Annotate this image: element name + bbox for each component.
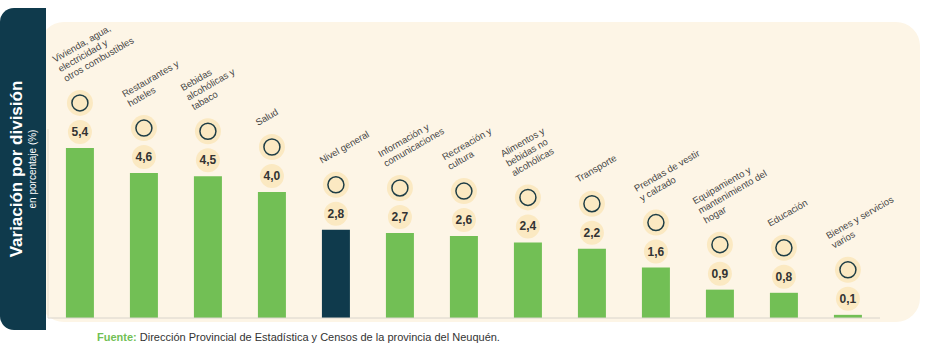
svg-text:Bienes y serviciosvarios: Bienes y serviciosvarios [824, 193, 901, 250]
html-text:en porcentaje (%): en porcentaje (%) [26, 129, 38, 209]
svg-text:Información ycomunicaciones: Información ycomunicaciones [376, 115, 446, 168]
svg-text:Equipamiento ymantenimiento de: Equipamiento ymantenimiento delhogar [690, 158, 774, 225]
svg-text:Transporte: Transporte [573, 152, 618, 184]
html-text:Fuente: Dirección Provincial d: Fuente: Dirección Provincial de Estadíst… [97, 331, 500, 343]
svg-text:2,4: 2,4 [520, 219, 537, 233]
svg-text:2,7: 2,7 [392, 210, 409, 224]
svg-text:0,1: 0,1 [840, 292, 857, 306]
svg-text:Salud: Salud [253, 106, 280, 128]
svg-text:5,4: 5,4 [72, 125, 89, 139]
html-text:Prendas de vestir: Prendas de vestir [631, 147, 702, 194]
svg-text:Alimentos ybebidas noalcohólic: Alimentos ybebidas noalcohólicas [498, 125, 557, 178]
svg-text:2,2: 2,2 [584, 226, 601, 240]
svg-text:2,8: 2,8 [328, 207, 345, 221]
svg-text:Vivienda, agua,electricidad yo: Vivienda, agua,electricidad yotros combu… [50, 15, 135, 83]
html-text:Variación por división: Variación por división [7, 80, 27, 258]
svg-text:Educación: Educación [765, 197, 809, 229]
svg-text:Nivel general: Nivel general [317, 128, 371, 165]
html-text:y calzado: y calzado [637, 173, 678, 204]
svg-text:4,0: 4,0 [264, 169, 281, 183]
svg-text:4,5: 4,5 [200, 153, 217, 167]
svg-text:2,6: 2,6 [456, 213, 473, 227]
svg-text:1,6: 1,6 [648, 245, 665, 259]
svg-text:Bebidasalcohólicas ytabaco: Bebidasalcohólicas ytabaco [178, 56, 242, 112]
svg-text:Recreación ycultura: Recreación ycultura [440, 125, 499, 172]
svg-text:0,9: 0,9 [712, 267, 729, 281]
svg-text:Restaurantes yhoteles: Restaurantes yhoteles [120, 58, 187, 109]
svg-text:4,6: 4,6 [136, 150, 153, 164]
svg-text:0,8: 0,8 [776, 270, 793, 284]
